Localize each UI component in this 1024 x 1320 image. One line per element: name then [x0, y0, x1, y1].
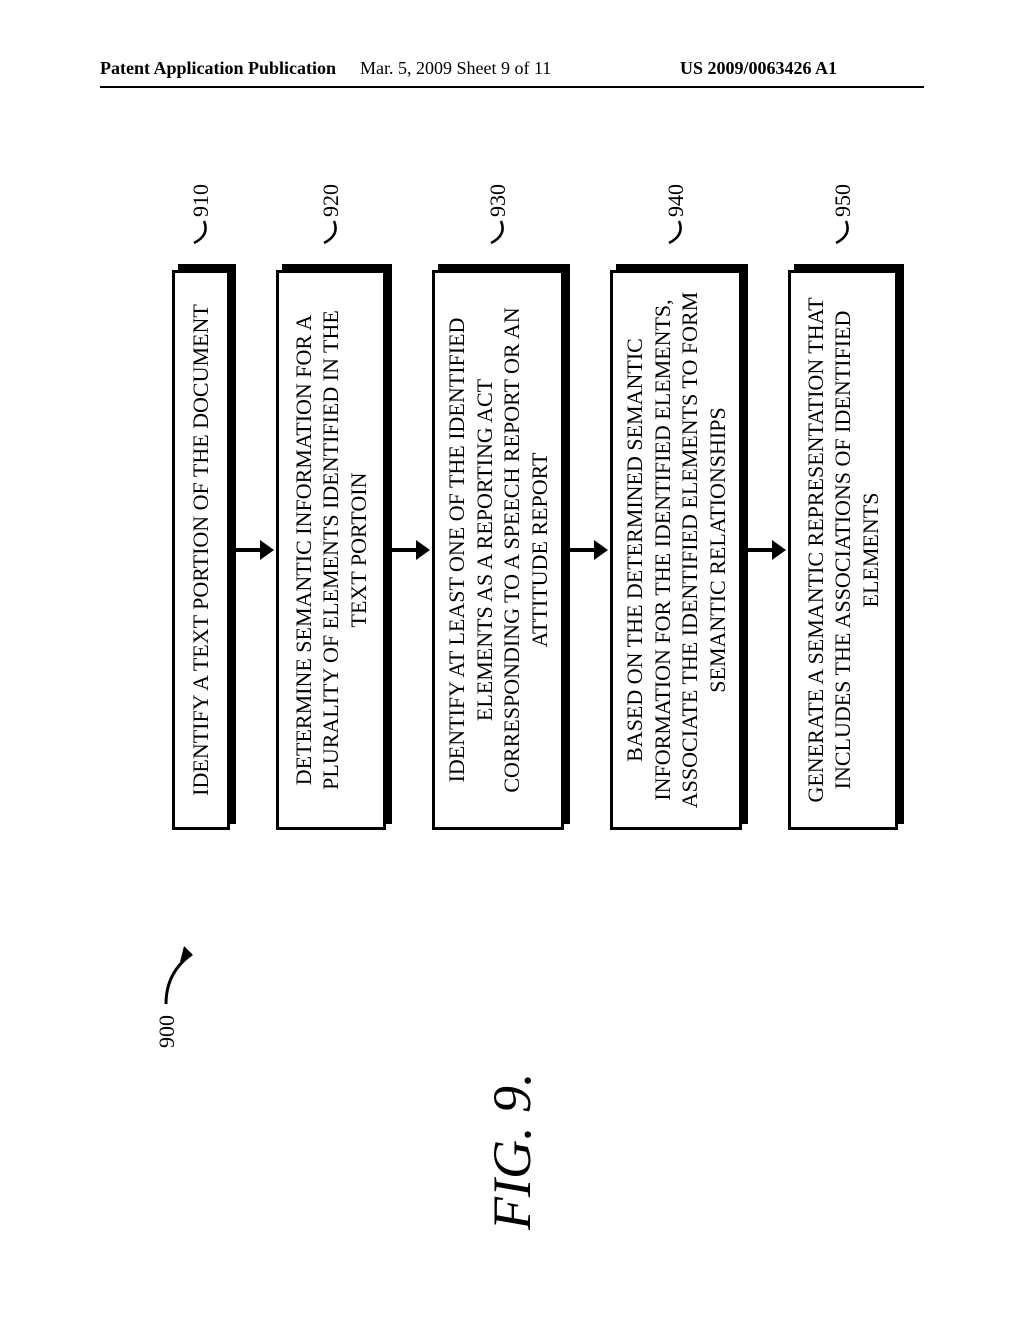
flow-step-ref: 910 [188, 184, 214, 245]
figure-inner: FIG. 9. 900 IDENTIFY A TEXT PORTION OF T… [152, 160, 872, 1260]
figure-overall-ref-arrow-icon [158, 932, 213, 1012]
flow-step-box: BASED ON THE DETERMINED SEMANTIC INFORMA… [610, 270, 742, 830]
figure-rotated-container: FIG. 9. 900 IDENTIFY A TEXT PORTION OF T… [152, 160, 872, 1260]
flow-step: IDENTIFY AT LEAST ONE OF THE IDENTIFIED … [432, 270, 564, 830]
page: Patent Application Publication Mar. 5, 2… [0, 0, 1024, 1320]
flow-step-ref-text: 910 [188, 184, 213, 217]
flow-arrow-down-icon [230, 533, 276, 567]
flow-step: GENERATE A SEMANTIC REPRESENTATION THAT … [788, 270, 898, 830]
flow-step-ref: 930 [485, 184, 511, 245]
flow-step-box: GENERATE A SEMANTIC REPRESENTATION THAT … [788, 270, 898, 830]
flow-step-ref-text: 930 [485, 184, 510, 217]
header-left: Patent Application Publication [100, 58, 336, 79]
flow-step: IDENTIFY A TEXT PORTION OF THE DOCUMENT9… [172, 270, 230, 830]
flow-step: DETERMINE SEMANTIC INFORMATION FOR A PLU… [276, 270, 386, 830]
flow-step-ref-text: 940 [663, 184, 688, 217]
flowchart: IDENTIFY A TEXT PORTION OF THE DOCUMENT9… [172, 190, 898, 910]
ref-tick-icon [834, 219, 856, 245]
flow-step-box: IDENTIFY AT LEAST ONE OF THE IDENTIFIED … [432, 270, 564, 830]
flow-step-ref-text: 920 [318, 184, 343, 217]
flow-step-ref: 940 [663, 184, 689, 245]
flow-step-ref: 950 [830, 184, 856, 245]
flow-step: BASED ON THE DETERMINED SEMANTIC INFORMA… [610, 270, 742, 830]
ref-tick-icon [322, 219, 344, 245]
flow-step-ref: 920 [318, 184, 344, 245]
figure-label: FIG. 9. [481, 1073, 543, 1230]
flow-arrow-down-icon [564, 533, 610, 567]
ref-tick-icon [192, 219, 214, 245]
header-rule [100, 86, 924, 88]
flow-step-box: IDENTIFY A TEXT PORTION OF THE DOCUMENT [172, 270, 230, 830]
flow-step-ref-text: 950 [830, 184, 855, 217]
flow-step-box: DETERMINE SEMANTIC INFORMATION FOR A PLU… [276, 270, 386, 830]
flow-arrow-down-icon [742, 533, 788, 567]
header-right: US 2009/0063426 A1 [680, 58, 837, 79]
ref-tick-icon [667, 219, 689, 245]
ref-tick-icon [489, 219, 511, 245]
header-middle: Mar. 5, 2009 Sheet 9 of 11 [360, 58, 551, 79]
figure-overall-ref: 900 [154, 1015, 180, 1048]
flow-arrow-down-icon [386, 533, 432, 567]
